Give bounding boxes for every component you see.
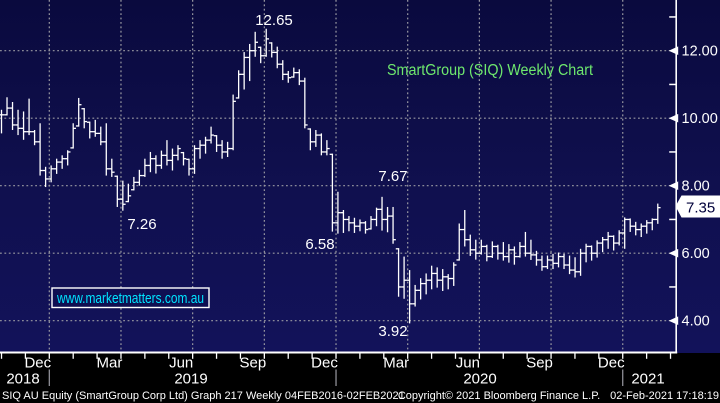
status-copyright: Copyright© 2021 Bloomberg Finance L.P. xyxy=(398,390,600,402)
y-tick-arrow-icon xyxy=(668,113,679,123)
status-timestamp: 02-Feb-2021 17:18:19 xyxy=(610,390,719,402)
last-price-tag: 7.35 xyxy=(675,195,720,218)
price-annotations: 12.65 7.67 7.26 6.58 3.92 xyxy=(127,12,407,340)
x-axis-year-label: 2020 xyxy=(463,371,496,388)
x-axis-month-label: Dec xyxy=(24,355,51,372)
last-price-tag-shape xyxy=(675,195,720,218)
watermark-border xyxy=(51,287,210,309)
y-tick-arrow-icon xyxy=(668,46,679,55)
price-annotation: 7.67 xyxy=(378,168,407,185)
y-axis-label: 6.00 xyxy=(682,246,710,262)
axes xyxy=(0,0,678,354)
y-axis-labels: 12.00 10.00 8.00 6.00 4.00 xyxy=(668,16,718,330)
price-annotation: 6.58 xyxy=(305,236,334,253)
y-axis-label: 8.00 xyxy=(682,179,710,195)
status-left: SIQ AU Equity (SmartGroup Corp Ltd) Grap… xyxy=(2,390,405,402)
x-axis-month-label: Sep xyxy=(526,355,553,372)
x-axis-year-label: 2021 xyxy=(631,371,664,388)
y-axis-label: 12.00 xyxy=(682,44,718,60)
x-axis-month-label: Sep xyxy=(239,355,266,372)
x-axis-year-label: 2019 xyxy=(174,371,207,388)
watermark-box[interactable]: www.marketmatters.com.au xyxy=(51,287,210,309)
x-axis-month-label: Dec xyxy=(311,355,338,372)
x-axis-month-label: Mar xyxy=(383,355,409,372)
x-axis-month-label: Jun xyxy=(169,355,193,372)
y-tick-arrow-icon xyxy=(668,316,679,325)
y-axis-label: 10.00 xyxy=(682,111,718,127)
price-annotation: 12.65 xyxy=(255,12,293,29)
last-price-value: 7.35 xyxy=(686,199,715,216)
ohlc-bar-series xyxy=(0,28,661,324)
chart-title: SmartGroup (SIQ) Weekly Chart xyxy=(387,62,594,79)
x-axis-month-label: Jun xyxy=(456,355,480,372)
price-annotation: 7.26 xyxy=(127,216,156,233)
y-tick-arrow-icon xyxy=(668,181,679,190)
x-axis-month-label: Mar xyxy=(97,355,123,372)
gridlines xyxy=(0,0,677,353)
x-axis-month-label: Dec xyxy=(598,355,625,372)
watermark-link[interactable]: www.marketmatters.com.au xyxy=(56,291,204,307)
price-annotation: 3.92 xyxy=(378,323,407,340)
y-axis-label: 4.00 xyxy=(682,314,710,330)
y-tick-arrow-icon xyxy=(668,248,679,258)
bottom-band xyxy=(0,353,720,403)
x-axis-year-label: 2018 xyxy=(6,371,39,388)
